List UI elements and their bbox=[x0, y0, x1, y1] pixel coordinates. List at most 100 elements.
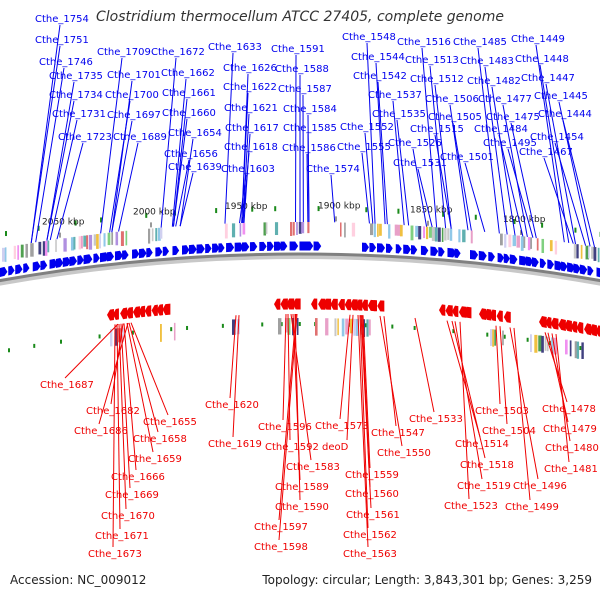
reverse-gene-arrow bbox=[338, 298, 345, 311]
gene-label: Cthe_1709 bbox=[97, 47, 151, 58]
reverse-gene-arrow bbox=[484, 308, 492, 321]
feature-tile bbox=[20, 244, 24, 258]
feature-tick bbox=[452, 329, 455, 334]
feature-tile bbox=[353, 318, 357, 336]
reverse-strand-genes bbox=[107, 298, 600, 337]
gene-leader-line bbox=[172, 118, 188, 227]
feature-tile bbox=[125, 230, 128, 246]
gene-leader-line bbox=[539, 64, 570, 243]
feature-tick bbox=[100, 217, 103, 223]
feature-tick bbox=[365, 207, 368, 213]
gene-label: Cthe_1751 bbox=[35, 35, 89, 46]
forward-gene-arrow bbox=[305, 241, 314, 251]
feature-tile bbox=[597, 247, 600, 263]
forward-gene-arrow bbox=[93, 253, 100, 263]
gene-label: Cthe_1700 bbox=[105, 90, 159, 101]
gene-label: Cthe_1537 bbox=[368, 90, 422, 101]
feature-tile bbox=[516, 235, 520, 248]
kbp-label: 1850 kbp bbox=[410, 206, 453, 216]
forward-gene-arrow bbox=[114, 250, 123, 261]
reverse-gene-arrow bbox=[107, 308, 114, 321]
feature-tile bbox=[88, 234, 93, 250]
forward-gene-arrow bbox=[106, 251, 115, 262]
gene-label: Cthe_1701 bbox=[107, 70, 161, 81]
forward-gene-arrow bbox=[212, 243, 220, 253]
feature-tile bbox=[173, 322, 176, 341]
forward-gene-arrow bbox=[454, 248, 461, 258]
gene-label: Cthe_1666 bbox=[111, 472, 165, 483]
forward-gene-arrow bbox=[488, 251, 495, 262]
feature-tick bbox=[503, 334, 506, 339]
kbp-label: 1900 kbp bbox=[318, 201, 361, 211]
feature-tile bbox=[47, 240, 50, 253]
gene-label: Cthe_1626 bbox=[223, 63, 277, 74]
gene-leader-line bbox=[392, 100, 405, 226]
gene-label: Cthe_1734 bbox=[49, 90, 103, 101]
forward-gene-arrow bbox=[77, 255, 84, 266]
forward-gene-arrow bbox=[385, 243, 393, 253]
gene-label: Cthe_1672 bbox=[151, 47, 205, 58]
feature-tile bbox=[307, 222, 310, 234]
forward-gene-arrow bbox=[132, 249, 140, 259]
feature-tile bbox=[80, 235, 83, 249]
feature-tile bbox=[224, 223, 228, 239]
reverse-gene-arrow bbox=[550, 317, 559, 330]
feature-tile bbox=[520, 236, 524, 251]
feature-tile bbox=[523, 236, 526, 248]
feature-tick bbox=[364, 323, 367, 328]
feature-tile bbox=[122, 327, 124, 342]
feature-tile bbox=[239, 223, 242, 237]
forward-gene-arrow bbox=[15, 264, 23, 275]
gene-label: Cthe_1482 bbox=[467, 76, 521, 87]
gene-label: Cthe_1562 bbox=[343, 530, 397, 541]
forward-gene-arrow bbox=[587, 265, 594, 276]
feature-tile bbox=[462, 229, 466, 243]
forward-gene-arrow bbox=[8, 265, 15, 276]
gene-leader-line bbox=[35, 67, 65, 243]
gene-label: Cthe_1618 bbox=[224, 142, 278, 153]
reverse-gene-arrow bbox=[489, 309, 497, 322]
feature-tile bbox=[148, 228, 151, 244]
feature-tile bbox=[541, 238, 545, 253]
reverse-gene-arrow bbox=[330, 298, 338, 310]
gene-label: Cthe_1513 bbox=[405, 55, 459, 66]
gene-label: Cthe_1586 bbox=[282, 143, 336, 154]
reverse-gene-arrow bbox=[112, 308, 119, 320]
feature-tick bbox=[513, 219, 516, 225]
gene-label: Cthe_1585 bbox=[283, 123, 337, 134]
feature-tile bbox=[287, 318, 291, 335]
forward-strand-genes bbox=[0, 241, 600, 278]
reverse-gene-arrow bbox=[377, 300, 385, 312]
feature-tile bbox=[155, 228, 158, 242]
feature-tile bbox=[534, 334, 538, 353]
gene-leader-line bbox=[110, 323, 124, 405]
forward-gene-arrow bbox=[226, 242, 235, 253]
feature-tile bbox=[2, 247, 6, 262]
reverse-gene-arrow bbox=[292, 298, 301, 310]
reverse-gene-arrow bbox=[286, 298, 295, 310]
feature-tile bbox=[366, 319, 369, 337]
feature-tile bbox=[370, 223, 374, 236]
gene-label: Cthe_1454 bbox=[530, 132, 584, 143]
forward-gene-arrow bbox=[55, 258, 64, 268]
feature-tile bbox=[591, 246, 594, 259]
gene-label: Cthe_1544 bbox=[351, 52, 405, 63]
reverse-gene-arrow bbox=[496, 310, 503, 322]
forward-gene-arrow bbox=[69, 256, 78, 267]
gene-leader-line bbox=[414, 317, 435, 413]
forward-gene-arrow bbox=[430, 246, 439, 256]
forward-gene-arrow bbox=[155, 247, 163, 257]
reverse-gene-arrow bbox=[274, 298, 281, 310]
reverse-gene-arrow bbox=[445, 304, 453, 317]
gene-label: Cthe_1597 bbox=[254, 522, 308, 533]
feature-tick bbox=[261, 322, 264, 327]
feature-tile bbox=[512, 235, 517, 247]
feature-tick bbox=[251, 206, 254, 212]
gene-label: Cthe_1481 bbox=[544, 464, 598, 475]
forward-gene-arrow bbox=[447, 247, 457, 258]
feature-tile bbox=[78, 236, 82, 250]
gene-leader-line bbox=[498, 134, 524, 237]
feature-tile bbox=[232, 319, 236, 335]
